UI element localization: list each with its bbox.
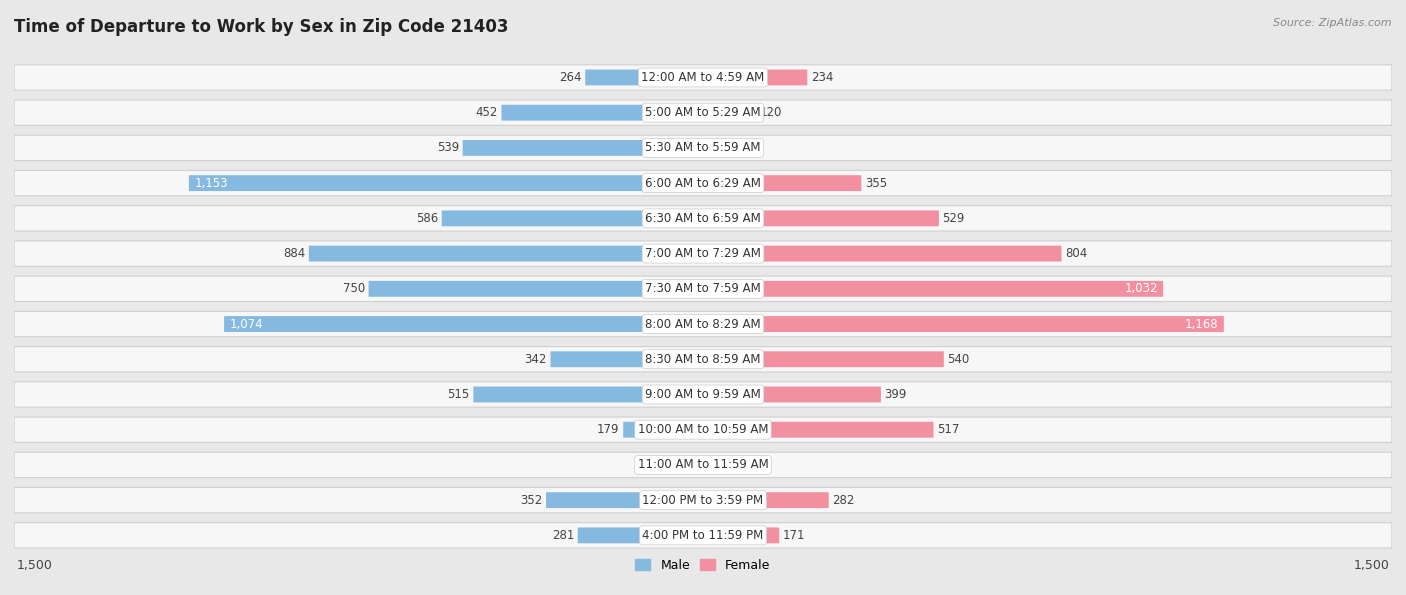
- FancyBboxPatch shape: [14, 452, 1392, 478]
- FancyBboxPatch shape: [14, 241, 1392, 267]
- FancyBboxPatch shape: [585, 70, 703, 86]
- Text: 515: 515: [447, 388, 470, 401]
- FancyBboxPatch shape: [703, 211, 939, 226]
- FancyBboxPatch shape: [14, 311, 1392, 337]
- FancyBboxPatch shape: [703, 70, 807, 86]
- Text: 1,074: 1,074: [229, 318, 263, 331]
- Text: 399: 399: [884, 388, 907, 401]
- Text: 8:00 AM to 8:29 AM: 8:00 AM to 8:29 AM: [645, 318, 761, 331]
- FancyBboxPatch shape: [14, 206, 1392, 231]
- Text: 6:00 AM to 6:29 AM: 6:00 AM to 6:29 AM: [645, 177, 761, 190]
- FancyBboxPatch shape: [441, 211, 703, 226]
- Text: 6:30 AM to 6:59 AM: 6:30 AM to 6:59 AM: [645, 212, 761, 225]
- Text: 352: 352: [520, 494, 543, 507]
- FancyBboxPatch shape: [14, 382, 1392, 407]
- FancyBboxPatch shape: [14, 522, 1392, 548]
- Text: 1,168: 1,168: [1185, 318, 1219, 331]
- FancyBboxPatch shape: [703, 457, 738, 473]
- FancyBboxPatch shape: [463, 140, 703, 156]
- FancyBboxPatch shape: [623, 422, 703, 438]
- Text: 11:00 AM to 11:59 AM: 11:00 AM to 11:59 AM: [638, 458, 768, 471]
- FancyBboxPatch shape: [14, 135, 1392, 161]
- Text: 7:00 AM to 7:29 AM: 7:00 AM to 7:29 AM: [645, 247, 761, 260]
- Text: 884: 884: [283, 247, 305, 260]
- Text: 234: 234: [811, 71, 834, 84]
- Text: Source: ZipAtlas.com: Source: ZipAtlas.com: [1274, 18, 1392, 28]
- Text: 540: 540: [948, 353, 970, 366]
- FancyBboxPatch shape: [703, 175, 862, 191]
- Text: 5:00 AM to 5:29 AM: 5:00 AM to 5:29 AM: [645, 106, 761, 119]
- Text: 10:00 AM to 10:59 AM: 10:00 AM to 10:59 AM: [638, 423, 768, 436]
- Text: 12:00 PM to 3:59 PM: 12:00 PM to 3:59 PM: [643, 494, 763, 507]
- Text: 342: 342: [524, 353, 547, 366]
- Text: 1,153: 1,153: [194, 177, 228, 190]
- Text: 171: 171: [783, 529, 806, 542]
- Text: 282: 282: [832, 494, 855, 507]
- FancyBboxPatch shape: [14, 417, 1392, 443]
- FancyBboxPatch shape: [14, 276, 1392, 302]
- Text: 9:00 AM to 9:59 AM: 9:00 AM to 9:59 AM: [645, 388, 761, 401]
- Text: 1,032: 1,032: [1125, 282, 1157, 295]
- FancyBboxPatch shape: [14, 170, 1392, 196]
- Legend: Male, Female: Male, Female: [630, 554, 776, 577]
- FancyBboxPatch shape: [578, 527, 703, 543]
- FancyBboxPatch shape: [368, 281, 703, 297]
- FancyBboxPatch shape: [703, 527, 779, 543]
- FancyBboxPatch shape: [703, 316, 1223, 332]
- Text: 94: 94: [748, 142, 763, 155]
- FancyBboxPatch shape: [551, 351, 703, 367]
- FancyBboxPatch shape: [14, 65, 1392, 90]
- Text: 79: 79: [742, 458, 756, 471]
- FancyBboxPatch shape: [703, 492, 828, 508]
- Text: 32: 32: [671, 458, 685, 471]
- Text: 452: 452: [475, 106, 498, 119]
- Text: 281: 281: [551, 529, 574, 542]
- FancyBboxPatch shape: [309, 246, 703, 262]
- Text: 4:00 PM to 11:59 PM: 4:00 PM to 11:59 PM: [643, 529, 763, 542]
- Text: 7:30 AM to 7:59 AM: 7:30 AM to 7:59 AM: [645, 282, 761, 295]
- FancyBboxPatch shape: [224, 316, 703, 332]
- Text: 12:00 AM to 4:59 AM: 12:00 AM to 4:59 AM: [641, 71, 765, 84]
- Text: 539: 539: [437, 142, 460, 155]
- Text: 264: 264: [560, 71, 582, 84]
- FancyBboxPatch shape: [703, 281, 1163, 297]
- Text: 517: 517: [938, 423, 959, 436]
- FancyBboxPatch shape: [703, 351, 943, 367]
- FancyBboxPatch shape: [689, 457, 703, 473]
- Text: 750: 750: [343, 282, 366, 295]
- FancyBboxPatch shape: [703, 140, 745, 156]
- FancyBboxPatch shape: [14, 100, 1392, 126]
- FancyBboxPatch shape: [703, 246, 1062, 262]
- Text: Time of Departure to Work by Sex in Zip Code 21403: Time of Departure to Work by Sex in Zip …: [14, 18, 509, 36]
- Text: 586: 586: [416, 212, 439, 225]
- FancyBboxPatch shape: [703, 422, 934, 438]
- Text: 355: 355: [865, 177, 887, 190]
- Text: 179: 179: [598, 423, 620, 436]
- FancyBboxPatch shape: [14, 346, 1392, 372]
- FancyBboxPatch shape: [474, 387, 703, 402]
- Text: 5:30 AM to 5:59 AM: 5:30 AM to 5:59 AM: [645, 142, 761, 155]
- FancyBboxPatch shape: [703, 387, 882, 402]
- FancyBboxPatch shape: [502, 105, 703, 121]
- FancyBboxPatch shape: [546, 492, 703, 508]
- FancyBboxPatch shape: [703, 105, 756, 121]
- Text: 8:30 AM to 8:59 AM: 8:30 AM to 8:59 AM: [645, 353, 761, 366]
- FancyBboxPatch shape: [188, 175, 703, 191]
- Text: 120: 120: [761, 106, 783, 119]
- Text: 529: 529: [942, 212, 965, 225]
- Text: 804: 804: [1066, 247, 1087, 260]
- FancyBboxPatch shape: [14, 487, 1392, 513]
